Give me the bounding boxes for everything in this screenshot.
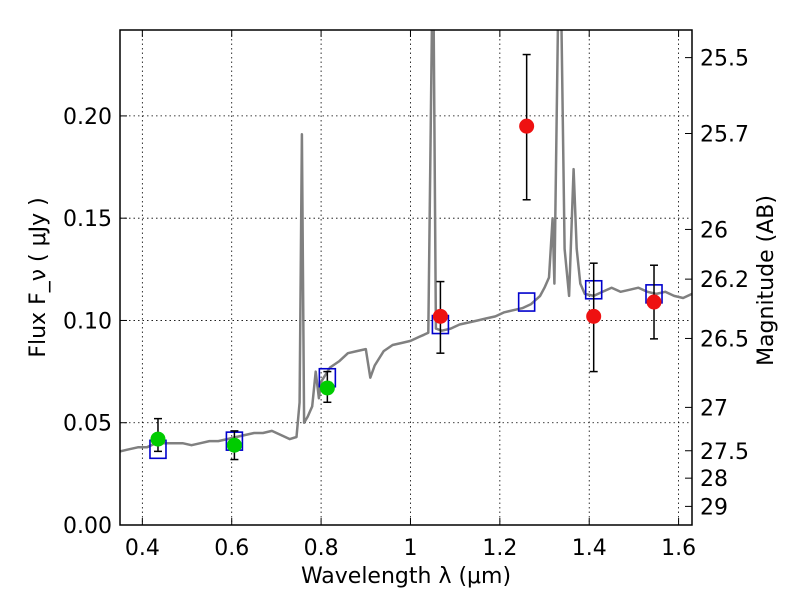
x-axis-label: Wavelength λ (μm)	[301, 564, 511, 589]
x-tick-label: 1.2	[482, 536, 517, 561]
x-tick-label: 1.4	[572, 536, 607, 561]
observed-flux-point	[586, 308, 602, 324]
x-tick-label: 0.8	[304, 536, 339, 561]
plot-area	[120, 30, 692, 461]
x-tick-label: 0.6	[214, 536, 249, 561]
y2-tick-label: 25.7	[700, 123, 749, 148]
y-tick-label: 0.20	[63, 105, 112, 130]
model-square-point	[517, 292, 536, 312]
y2-tick-label: 26.2	[700, 268, 749, 293]
grid-lines	[120, 30, 692, 526]
observed-flux-point	[150, 431, 166, 447]
y2-tick-label: 27	[700, 396, 728, 421]
y2-tick-label: 28	[700, 467, 728, 492]
x-tick-label: 1.6	[661, 536, 696, 561]
y2-tick-label: 25.5	[700, 47, 749, 72]
y-axis-label: Flux F_ν ( μJy )	[26, 197, 51, 357]
y2-tick-label: 26	[700, 218, 728, 243]
y2-tick-label: 27.5	[700, 440, 749, 465]
axis-ticks: 0.4 0.6 0.8 1 1.2 1.4 1.6 0.00 0.05 0.10 0.15 0.20 2…	[63, 30, 749, 561]
y2-tick-label: 26.5	[700, 327, 749, 352]
observed-flux-point	[646, 294, 662, 310]
y2-axis-label: Magnitude (AB)	[754, 195, 779, 366]
y-tick-label: 0.10	[63, 309, 112, 334]
observed-flux-point	[226, 437, 242, 453]
y-tick-label: 0.15	[63, 207, 112, 232]
y2-tick-label: 29	[700, 495, 728, 520]
observed-flux-point	[519, 118, 535, 134]
y-tick-label: 0.00	[63, 514, 112, 539]
x-tick-label: 1	[403, 536, 417, 561]
observed-flux-point	[319, 380, 335, 396]
y-tick-label: 0.05	[63, 412, 112, 437]
axes-frame	[119, 29, 693, 526]
x-tick-label: 0.4	[125, 536, 160, 561]
observed-flux-point	[432, 308, 448, 324]
model-spectrum-line	[120, 30, 692, 453]
